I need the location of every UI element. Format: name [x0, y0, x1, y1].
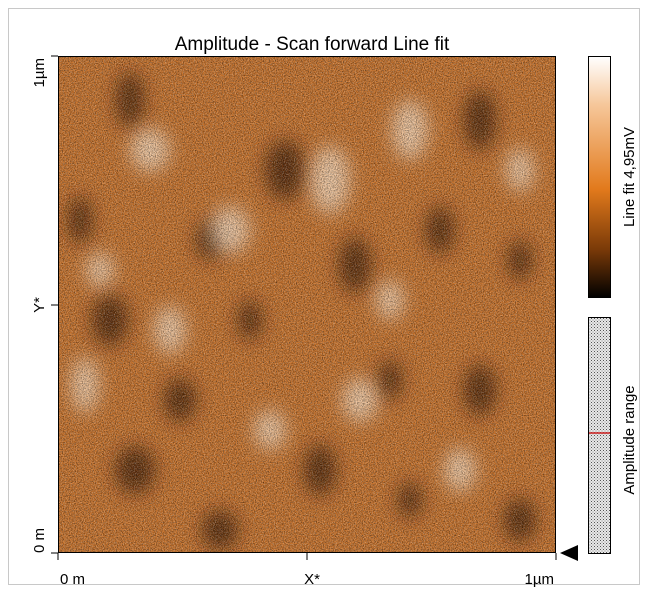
y-end-label: 1µm — [31, 58, 48, 87]
colorbar — [588, 56, 611, 298]
title: Amplitude - Scan forward Line fit — [175, 34, 450, 55]
y-start-label: 0 m — [31, 528, 48, 553]
x-axis-label: X* — [304, 571, 320, 588]
range-label: Amplitude range — [621, 385, 638, 494]
x-start-label: 0 m — [60, 571, 85, 588]
range-bar[interactable] — [588, 317, 611, 554]
amplitude-image — [58, 56, 556, 553]
y-axis-label: Y* — [31, 297, 48, 313]
image-border — [58, 56, 556, 553]
range-pointer[interactable] — [560, 545, 578, 561]
colorbar-label: Line fit 4,95mV — [621, 127, 638, 227]
x-end-label: 1µm — [525, 571, 554, 588]
